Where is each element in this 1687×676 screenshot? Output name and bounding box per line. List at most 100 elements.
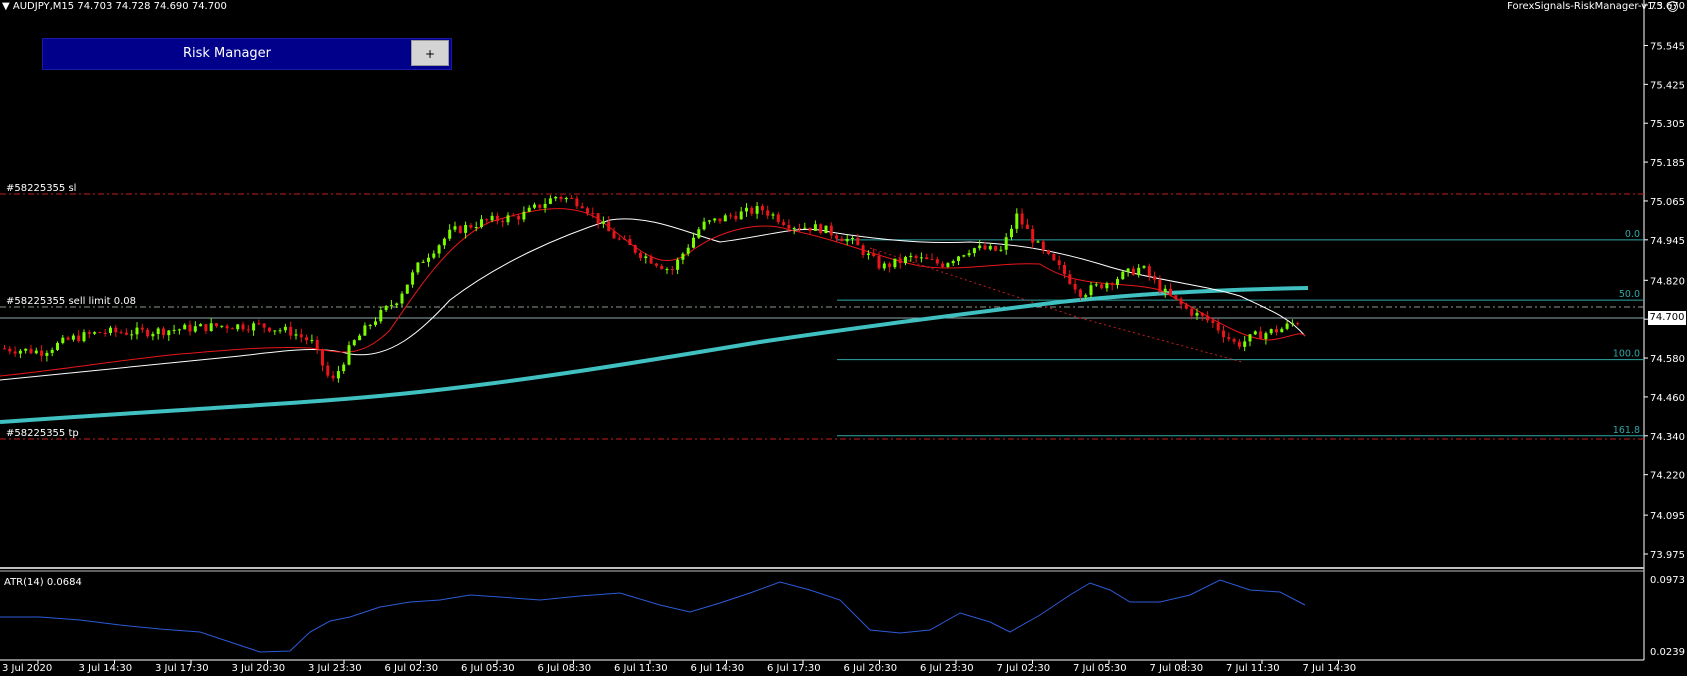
candle-body — [469, 224, 473, 228]
candle-body — [1036, 241, 1040, 243]
candle-body — [13, 351, 17, 354]
candle-body — [771, 214, 775, 216]
candle-body — [29, 348, 33, 354]
candle-body — [1290, 323, 1294, 325]
time-axis[interactable]: 3 Jul 2020 3 Jul 14:30 3 Jul 17:30 3 Jul 20… — [2, 660, 1356, 674]
time-axis-label: 3 Jul 17:30 — [155, 663, 209, 674]
candle-body — [766, 210, 770, 216]
candle-body — [124, 332, 128, 335]
risk-manager-panel[interactable]: Risk Manager + — [42, 38, 452, 70]
candle-body — [856, 237, 860, 246]
candle-body — [893, 258, 897, 268]
candle-body — [45, 352, 49, 356]
candle-body — [506, 215, 510, 223]
risk-manager-title[interactable]: Risk Manager — [182, 46, 272, 61]
candle-body — [315, 339, 319, 350]
candle-body — [151, 333, 155, 337]
candle-body — [877, 256, 881, 269]
fib-level-label: 0.0 — [1625, 229, 1640, 240]
candle-body — [1131, 268, 1135, 276]
candle-body — [50, 349, 54, 353]
symbol-header[interactable]: ▼ AUDJPY,M15 74.703 74.728 74.690 74.700 — [2, 1, 227, 12]
candle-body — [1248, 334, 1252, 342]
candle-body — [888, 263, 892, 268]
price-axis[interactable]: 75.670 75.545 75.425 75.305 75.185 75.065 74.9… — [1644, 1, 1685, 561]
candle-body — [119, 332, 123, 334]
candle-body — [760, 206, 764, 211]
time-axis-label: 7 Jul 05:30 — [1073, 663, 1127, 674]
candle-body — [670, 269, 674, 271]
candle-body — [183, 324, 187, 330]
candle-body — [1057, 260, 1061, 266]
price-axis-label: 75.545 — [1650, 41, 1685, 52]
time-axis-label: 3 Jul 2020 — [2, 663, 52, 674]
candle-body — [1031, 229, 1035, 243]
candle-body — [114, 327, 118, 333]
symbol-ohlc: AUDJPY,M15 74.703 74.728 74.690 74.700 — [12, 1, 227, 12]
candle-body — [739, 211, 743, 220]
price-axis-label: 75.305 — [1650, 119, 1685, 130]
candle-body — [1296, 323, 1300, 325]
candle-body — [633, 245, 637, 253]
candle-body — [389, 305, 393, 307]
candle-body — [1195, 312, 1199, 316]
candle-body — [978, 245, 982, 249]
risk-manager-expand-button[interactable]: + — [411, 40, 449, 66]
candle-body — [580, 206, 584, 209]
candle-body — [1264, 333, 1268, 340]
candle-body — [480, 219, 483, 228]
candle-body — [384, 305, 388, 311]
atr-axis-bottom: 0.0239 — [1650, 647, 1685, 658]
candle-body — [1089, 285, 1093, 296]
price-axis-label: 75.065 — [1650, 197, 1685, 208]
candle-body — [967, 253, 971, 256]
candle-body — [713, 218, 717, 221]
time-axis-label: 6 Jul 14:30 — [691, 663, 745, 674]
candle-body — [988, 245, 992, 250]
candle-body — [1269, 329, 1273, 334]
fib-level-label: 100.0 — [1613, 349, 1640, 360]
time-axis-label: 7 Jul 11:30 — [1226, 663, 1280, 674]
candle-body — [750, 207, 754, 214]
candle-body — [644, 256, 648, 259]
candle-body — [745, 207, 748, 212]
candle-body — [215, 323, 218, 327]
smiley-icon[interactable]: ☺ — [1666, 0, 1679, 14]
price-axis-label: 75.185 — [1650, 158, 1685, 169]
atr-label: ATR(14) 0.0684 — [4, 577, 82, 588]
fibonacci-retracement[interactable]: 0.0 50.0 100.0 161.8 — [837, 229, 1644, 437]
candle-body — [368, 324, 372, 326]
candle-body — [103, 332, 107, 334]
candle-body — [872, 253, 876, 257]
candle-body — [236, 324, 240, 330]
candle-body — [866, 253, 870, 256]
candlestick-series[interactable] — [3, 195, 1300, 383]
candle-body — [1010, 228, 1013, 238]
candle-body — [1126, 268, 1130, 272]
candle-body — [225, 325, 229, 329]
time-axis-label: 6 Jul 05:30 — [461, 663, 515, 674]
candle-body — [1063, 265, 1066, 275]
expert-advisor-name[interactable]: ForexSignals-RiskManager-v1.3 — [1507, 1, 1663, 12]
candle-body — [935, 259, 939, 264]
candle-body — [718, 218, 722, 222]
time-axis-label: 3 Jul 20:30 — [232, 663, 286, 674]
candle-body — [1100, 284, 1104, 289]
candle-body — [1259, 331, 1263, 340]
candle-body — [40, 350, 44, 356]
candle-body — [331, 375, 335, 379]
candle-body — [379, 310, 383, 322]
candle-body — [1052, 253, 1056, 261]
current-price-tag: 74.700 — [1648, 311, 1686, 325]
candle-body — [1275, 329, 1278, 333]
dropdown-triangle-icon[interactable]: ▼ — [2, 1, 10, 12]
candle-body — [156, 328, 160, 334]
candle-body — [729, 215, 733, 217]
candle-body — [972, 248, 976, 254]
time-axis-label: 7 Jul 08:30 — [1150, 663, 1204, 674]
candle-body — [623, 238, 627, 240]
candle-body — [8, 348, 12, 352]
candle-body — [829, 225, 833, 236]
candle-body — [34, 350, 38, 354]
